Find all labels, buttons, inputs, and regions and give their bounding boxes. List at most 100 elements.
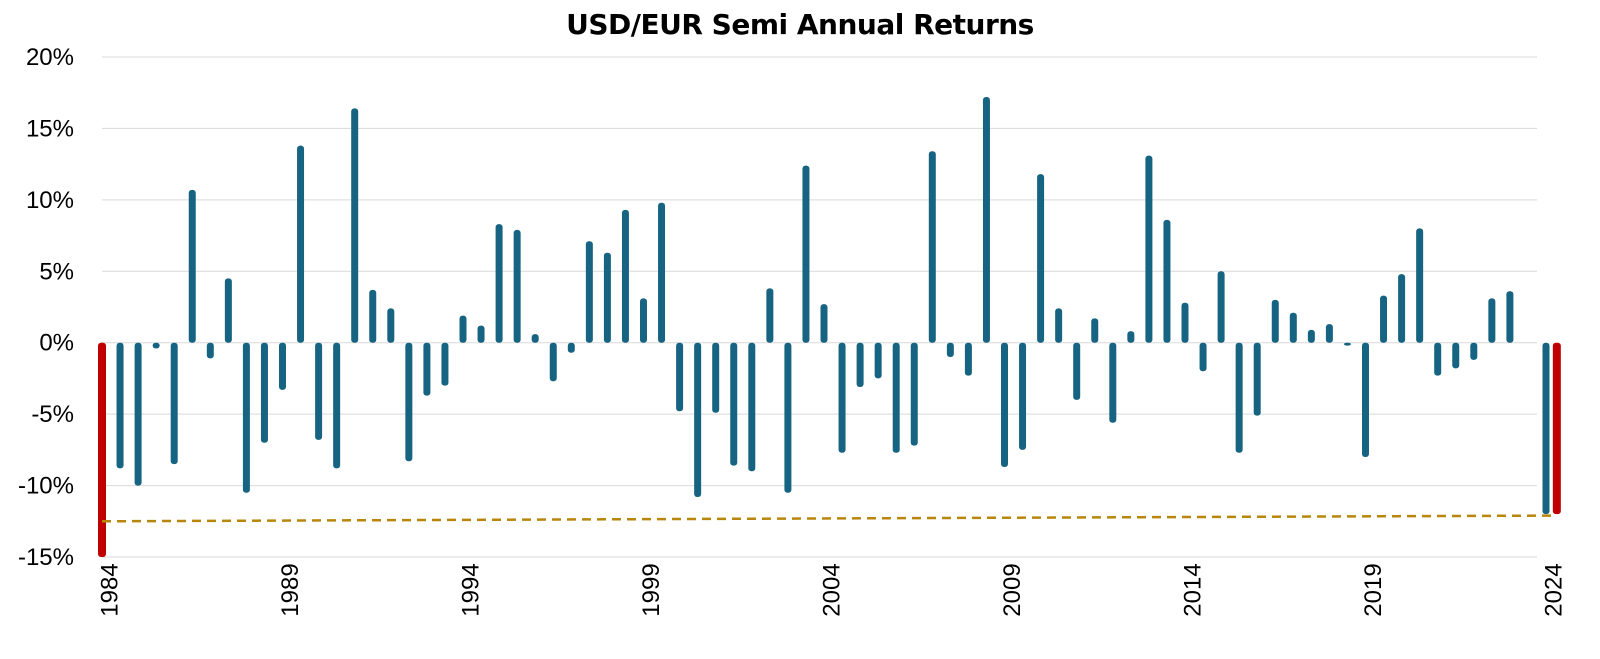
x-tick-label: 1999 <box>638 563 665 616</box>
x-tick-label: 2024 <box>1540 563 1567 616</box>
y-tick-label: -5% <box>31 401 74 428</box>
bar <box>1542 342 1550 515</box>
bar <box>1488 298 1496 343</box>
bar <box>676 342 684 412</box>
bar <box>333 342 341 469</box>
bar <box>802 165 810 343</box>
bar <box>1325 324 1333 343</box>
bar <box>441 342 449 386</box>
bar <box>297 145 305 343</box>
x-tick-label: 1994 <box>457 563 484 616</box>
bar <box>766 288 774 343</box>
x-tick-label: 2004 <box>818 563 845 616</box>
bar <box>1362 342 1369 457</box>
bar <box>1145 155 1153 343</box>
bar <box>1055 308 1063 343</box>
bar <box>640 298 647 343</box>
bar <box>405 342 413 462</box>
x-tick-label: 1984 <box>96 563 123 616</box>
bar <box>1217 271 1225 343</box>
bar <box>964 342 972 376</box>
bar <box>1163 219 1171 343</box>
bar <box>928 151 936 343</box>
bar <box>1434 342 1442 376</box>
bar <box>585 241 593 343</box>
bar <box>694 342 702 497</box>
highlight-bar <box>98 342 106 557</box>
bar <box>260 342 268 443</box>
bar <box>387 308 395 343</box>
bar <box>1091 318 1099 343</box>
bar <box>621 209 629 343</box>
bar <box>1073 342 1081 400</box>
bar <box>1289 312 1297 343</box>
bar <box>567 342 575 353</box>
bar <box>1127 331 1135 343</box>
bar <box>1235 342 1243 453</box>
bar <box>242 342 250 493</box>
bar <box>170 342 178 465</box>
x-tick-label: 2019 <box>1360 563 1387 616</box>
bar <box>838 342 846 453</box>
bar <box>369 289 377 343</box>
bar <box>1398 274 1406 343</box>
bar <box>224 278 232 343</box>
bar <box>1271 299 1279 343</box>
bar <box>1343 342 1351 346</box>
y-tick-label: 5% <box>39 258 74 285</box>
bar <box>513 229 521 343</box>
trend-line <box>101 514 1557 523</box>
bar <box>315 342 323 440</box>
bar <box>603 252 611 343</box>
bar <box>1181 302 1189 343</box>
y-tick-label: 10% <box>26 187 74 214</box>
bar <box>116 342 124 469</box>
chart-title: USD/EUR Semi Annual Returns <box>566 8 1034 41</box>
bar <box>1019 342 1027 450</box>
bar <box>1470 342 1478 360</box>
bar <box>531 334 539 343</box>
bar <box>1253 342 1261 416</box>
x-tick-label: 1989 <box>277 563 304 616</box>
y-tick-label: 0% <box>39 330 74 357</box>
bar <box>549 342 557 382</box>
bar <box>1109 342 1117 423</box>
x-tick-label: 2014 <box>1179 563 1206 616</box>
bar <box>892 342 900 453</box>
x-tick-label: 2009 <box>999 563 1026 616</box>
bar <box>712 342 720 413</box>
bar <box>1506 291 1514 343</box>
bar <box>856 342 864 387</box>
bar <box>730 342 738 466</box>
bar <box>134 342 142 486</box>
bar <box>1307 329 1315 343</box>
bar <box>1037 174 1045 343</box>
bar <box>188 189 196 343</box>
bar <box>423 342 431 396</box>
bar <box>206 342 214 359</box>
bar <box>784 342 792 493</box>
y-tick-label: 20% <box>26 44 74 71</box>
bar <box>459 315 467 343</box>
bar <box>1452 342 1460 369</box>
y-tick-label: -15% <box>18 544 74 571</box>
bar <box>279 342 286 390</box>
bar <box>477 325 485 343</box>
bar <box>1416 228 1424 343</box>
bar <box>495 224 503 343</box>
bar <box>351 108 359 343</box>
bar <box>874 342 882 379</box>
bar <box>1380 295 1388 343</box>
bar <box>658 202 666 343</box>
bar <box>1001 342 1008 467</box>
bar <box>152 342 160 349</box>
bar <box>946 342 954 357</box>
bar <box>748 342 756 472</box>
y-tick-label: 15% <box>26 115 74 142</box>
highlight-bar <box>1552 342 1561 515</box>
bar <box>982 97 990 343</box>
bar <box>820 304 828 343</box>
bar <box>910 342 918 446</box>
